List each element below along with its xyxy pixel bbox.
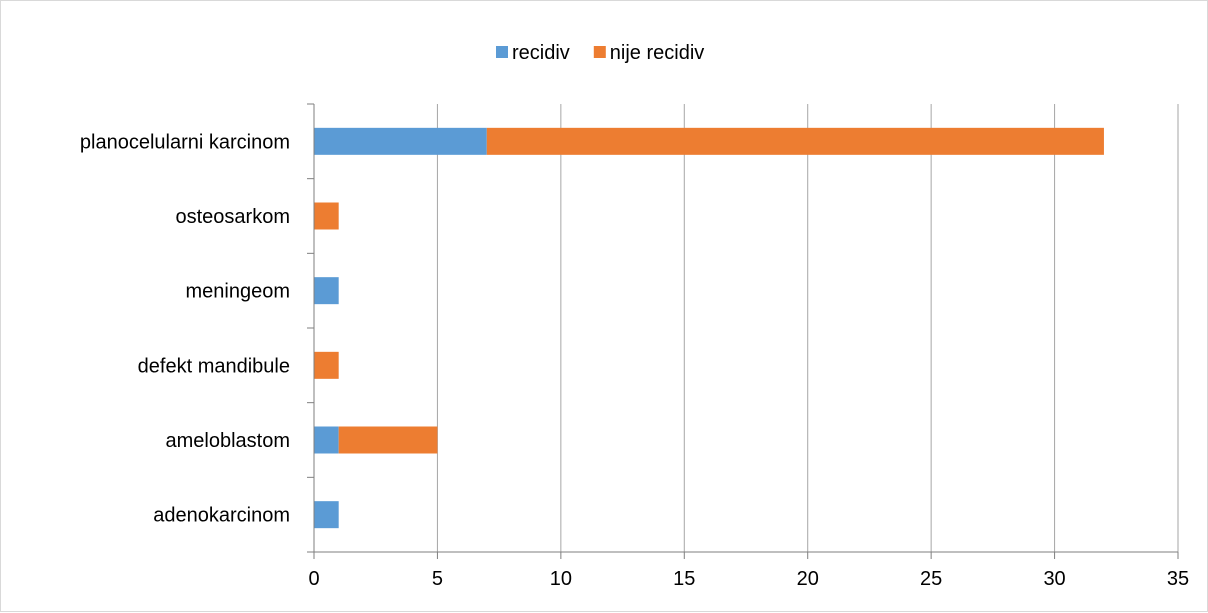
y-tick-label: adenokarcinom <box>153 505 290 527</box>
legend: recidiv nije recidiv <box>496 42 704 64</box>
x-tick-label: 15 <box>673 568 695 590</box>
bar-planocelularni-karcinom-recidiv <box>314 127 487 155</box>
x-tick-label: 0 <box>308 568 319 590</box>
x-tick-label: 10 <box>550 568 572 590</box>
y-tick-label: osteosarkom <box>176 206 291 228</box>
legend-swatch-recidiv <box>496 46 508 58</box>
x-tick-label: 35 <box>1167 568 1189 590</box>
x-tick-label: 5 <box>432 568 443 590</box>
x-tick-label: 30 <box>1043 568 1065 590</box>
legend-label-nije-recidiv: nije recidiv <box>610 42 704 64</box>
x-tick-label: 20 <box>797 568 819 590</box>
bar-ameloblastom-recidiv <box>314 426 339 454</box>
bar-adenokarcinom-recidiv <box>314 501 339 529</box>
bar-ameloblastom-nije-recidiv <box>338 426 438 454</box>
y-tick-label: planocelularni karcinom <box>80 131 290 153</box>
y-tick-label: meningeom <box>185 281 290 303</box>
legend-label-recidiv: recidiv <box>512 42 570 64</box>
bars <box>314 127 1104 529</box>
bar-osteosarkom-nije-recidiv <box>314 202 339 230</box>
bar-meningeom-recidiv <box>314 277 339 305</box>
gridlines <box>436 104 1179 552</box>
axes <box>307 103 1179 559</box>
legend-swatch-nije-recidiv <box>593 46 606 58</box>
tick-labels: adenokarcinom ameloblastom defekt mandibul… <box>80 131 1189 590</box>
x-tick-label: 25 <box>920 568 942 590</box>
bar-planocelularni-karcinom-nije-recidiv <box>486 127 1104 155</box>
y-tick-label: ameloblastom <box>165 430 290 452</box>
y-tick-label: defekt mandibule <box>138 355 290 377</box>
bar-defekt-mandibule-nije-recidiv <box>314 351 339 379</box>
